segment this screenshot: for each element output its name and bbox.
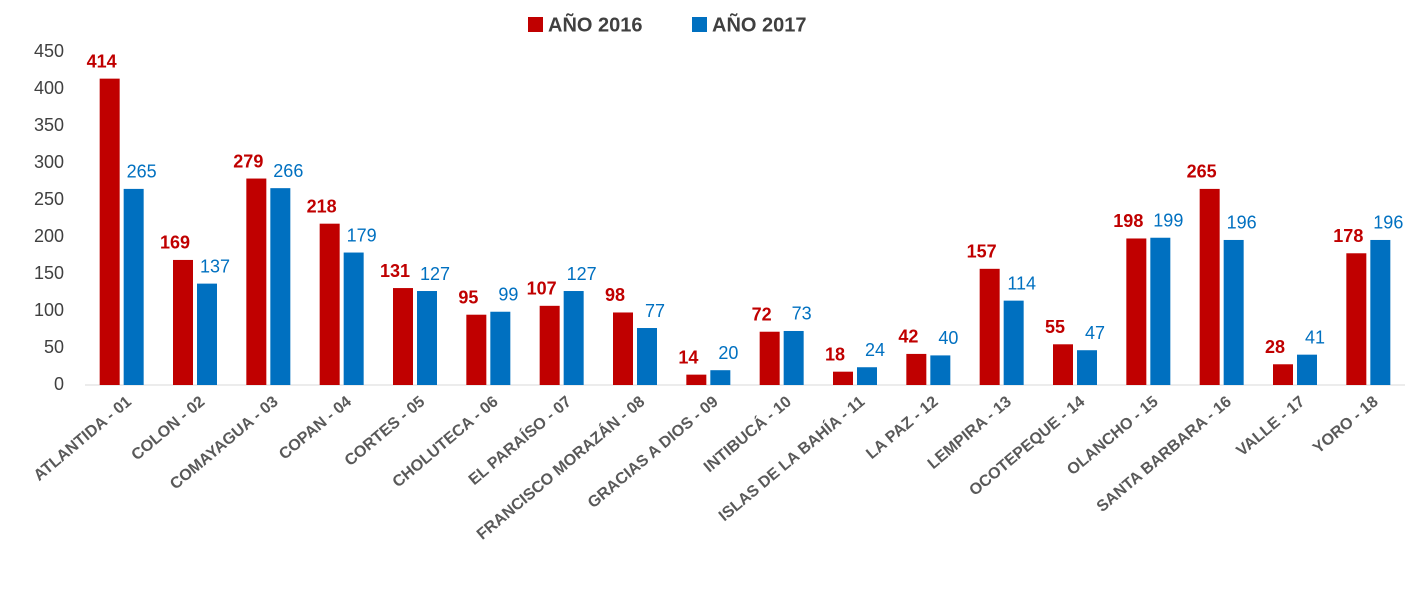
y-tick-label: 0	[54, 374, 64, 394]
data-label: 40	[938, 328, 958, 348]
data-label: 98	[605, 285, 625, 305]
bar	[930, 355, 951, 385]
x-tick-label: VALLE - 17	[1234, 393, 1309, 460]
bar	[979, 268, 1000, 385]
data-label: 18	[825, 344, 845, 364]
data-label: 266	[273, 161, 303, 181]
bar	[637, 328, 657, 385]
y-tick-label: 200	[34, 226, 64, 246]
data-label: 127	[420, 264, 450, 284]
data-label: 414	[87, 51, 117, 71]
data-label: 279	[233, 151, 263, 171]
data-label: 114	[1007, 273, 1036, 293]
data-label: 157	[967, 242, 997, 262]
bar	[783, 330, 804, 385]
bar	[270, 188, 291, 385]
data-label: 265	[127, 162, 157, 182]
y-tick-label: 250	[34, 189, 64, 209]
x-tick-label: ATLANTIDA - 01	[31, 393, 135, 484]
data-label: 55	[1045, 317, 1065, 337]
data-label: 265	[1187, 162, 1217, 182]
bar	[857, 367, 877, 385]
x-tick-label: COLON - 02	[129, 393, 209, 464]
bar	[197, 283, 217, 385]
bar	[759, 331, 780, 385]
y-tick-label: 300	[34, 152, 64, 172]
x-tick-label: GRACIAS A DIOS - 09	[585, 393, 722, 512]
bar	[1126, 238, 1147, 385]
bar	[319, 223, 340, 385]
data-label: 179	[347, 225, 377, 245]
legend-swatch	[528, 17, 543, 32]
legend-swatch	[692, 17, 707, 32]
y-tick-label: 100	[34, 300, 64, 320]
data-label: 218	[307, 196, 337, 216]
y-tick-label: 50	[44, 337, 64, 357]
data-label: 47	[1085, 323, 1105, 343]
data-label: 196	[1227, 213, 1257, 233]
data-label: 73	[792, 304, 812, 324]
bar	[613, 312, 633, 385]
x-tick-label: COPAN - 04	[276, 393, 355, 463]
bar	[123, 188, 144, 385]
data-label: 14	[678, 347, 698, 367]
bar	[1273, 364, 1293, 385]
legend-label: AÑO 2017	[712, 13, 807, 36]
data-label: 28	[1265, 337, 1285, 357]
bar	[393, 288, 413, 385]
bar	[1053, 344, 1073, 385]
y-tick-label: 350	[34, 115, 64, 135]
bar	[1370, 239, 1391, 385]
bar	[563, 291, 584, 385]
x-tick-label: ISLAS DE LA BAHÍA - 11	[715, 392, 869, 525]
data-label: 178	[1333, 226, 1363, 246]
bar	[710, 370, 731, 385]
bar	[1297, 354, 1317, 385]
bar	[1223, 239, 1244, 385]
bar	[833, 371, 853, 385]
bar	[343, 252, 364, 385]
bar	[906, 353, 927, 385]
data-label: 107	[527, 279, 557, 299]
bar	[173, 259, 193, 385]
y-tick-label: 450	[34, 41, 64, 61]
bar	[99, 78, 120, 385]
bar	[466, 314, 487, 385]
data-label: 127	[567, 264, 597, 284]
y-tick-label: 150	[34, 263, 64, 283]
bar	[417, 291, 437, 385]
bar	[539, 305, 560, 385]
data-label: 131	[380, 261, 410, 281]
bar	[1150, 237, 1171, 385]
data-label: 199	[1153, 210, 1183, 230]
legend-label: AÑO 2016	[548, 13, 643, 36]
data-label: 99	[498, 284, 518, 304]
x-tick-label: LA PAZ - 12	[863, 393, 941, 463]
data-label: 137	[200, 256, 230, 276]
bar	[1077, 350, 1097, 385]
bar	[1003, 300, 1024, 385]
bar	[246, 178, 267, 385]
data-label: 24	[865, 340, 885, 360]
x-tick-label: YORO - 18	[1310, 393, 1382, 457]
data-label: 95	[458, 287, 478, 307]
bar	[1346, 253, 1367, 385]
data-label: 198	[1113, 211, 1143, 231]
data-label: 77	[645, 301, 665, 321]
y-tick-label: 400	[34, 78, 64, 98]
data-label: 20	[718, 343, 738, 363]
data-label: 42	[898, 327, 918, 347]
bar	[686, 374, 707, 385]
bar	[1199, 188, 1220, 385]
data-label: 169	[160, 233, 190, 253]
data-label: 41	[1305, 327, 1325, 347]
data-label: 196	[1373, 213, 1403, 233]
x-tick-label: SANTA BARBARA - 16	[1094, 393, 1235, 515]
data-label: 72	[752, 304, 772, 324]
bar	[490, 311, 511, 385]
